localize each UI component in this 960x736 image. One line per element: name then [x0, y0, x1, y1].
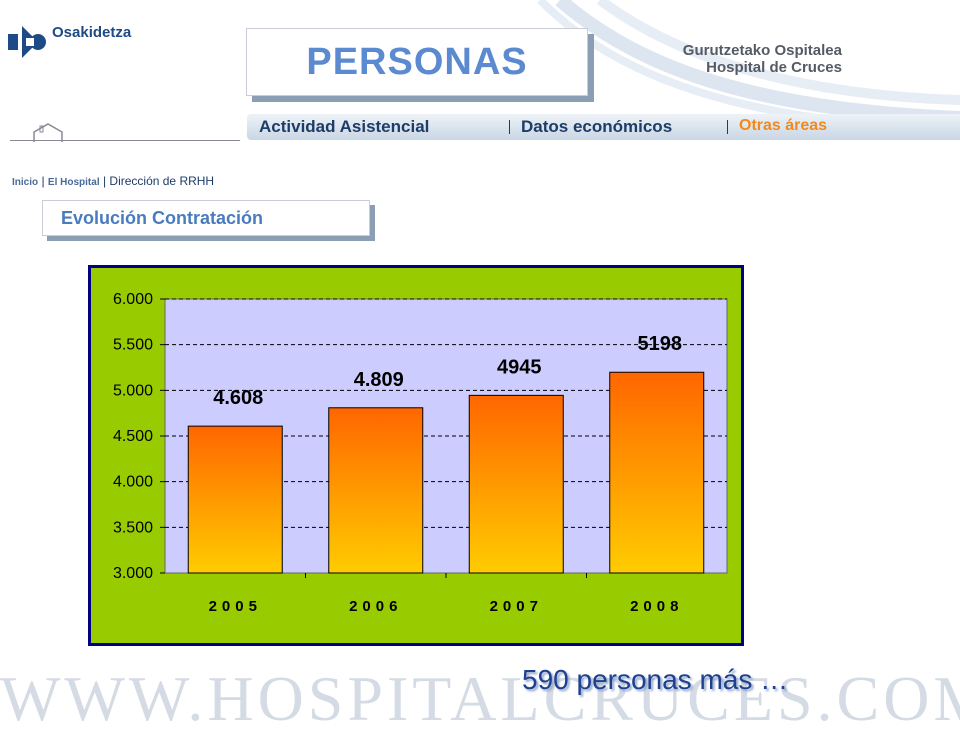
nav-separator: [509, 120, 510, 134]
hospital-name-basque: Gurutzetako Ospitalea: [682, 42, 842, 59]
breadcrumb: Inicio | El Hospital | Dirección de RRHH: [12, 174, 214, 188]
contracting-bar-chart: 3.000 3.500 4.000 4.500 5.000 5.500 6.000 2005…: [88, 265, 744, 646]
breadcrumb-hospital[interactable]: El Hospital: [47, 177, 100, 188]
y-tick-label: 6.000: [113, 291, 153, 308]
data-label: 5198: [638, 333, 683, 355]
y-tick-label: 3.500: [113, 519, 153, 536]
x-tick-label: 2008: [630, 598, 683, 615]
page-title: PERSONAS: [306, 40, 528, 83]
x-tick-label: 2005: [209, 598, 262, 615]
data-label: 4.809: [354, 369, 404, 391]
bar: [187, 425, 283, 574]
section-subtitle-box: Evolución Contratación: [42, 200, 370, 236]
osakidetza-logo-icon: [8, 26, 46, 58]
x-tick-label: 2007: [490, 598, 543, 615]
bar: [468, 394, 564, 574]
data-label: 4945: [497, 356, 542, 378]
nav-item-actividad[interactable]: Actividad Asistencial: [259, 117, 430, 136]
data-label: 4.608: [213, 387, 263, 409]
y-tick-label: 3.000: [113, 565, 153, 582]
bar: [328, 407, 424, 574]
logo-text: Osakidetza: [52, 24, 132, 41]
nav-separator: [727, 120, 728, 134]
home-icon[interactable]: [32, 122, 66, 144]
x-tick-label: 2006: [349, 598, 402, 615]
y-tick-label: 5.500: [113, 337, 153, 354]
nav-item-datos[interactable]: Datos económicos: [521, 117, 673, 136]
hospital-name: Gurutzetako Ospitalea Hospital de Cruces: [683, 42, 842, 76]
watermark: WWW.HOSPITALCRUCES.COM: [0, 663, 960, 734]
y-tick-label: 4.500: [113, 428, 153, 445]
nav-item-otras[interactable]: Otras áreas: [739, 117, 828, 134]
breadcrumb-inicio[interactable]: Inicio: [12, 177, 39, 188]
page-title-box: PERSONAS: [246, 28, 588, 96]
hospital-name-spanish: Hospital de Cruces: [706, 59, 842, 76]
breadcrumb-separator: |: [102, 174, 110, 188]
bar: [609, 371, 705, 574]
breadcrumb-current: Dirección de RRHH: [109, 174, 215, 188]
y-tick-label: 4.000: [113, 474, 153, 491]
home-divider: [10, 140, 240, 141]
section-subtitle: Evolución Contratación: [61, 208, 264, 228]
breadcrumb-separator: |: [41, 174, 48, 188]
y-tick-label: 5.000: [113, 382, 153, 399]
main-nav: Actividad Asistencial Datos económicos O…: [247, 114, 960, 140]
footer-message: 590 personas más …: [522, 664, 789, 695]
